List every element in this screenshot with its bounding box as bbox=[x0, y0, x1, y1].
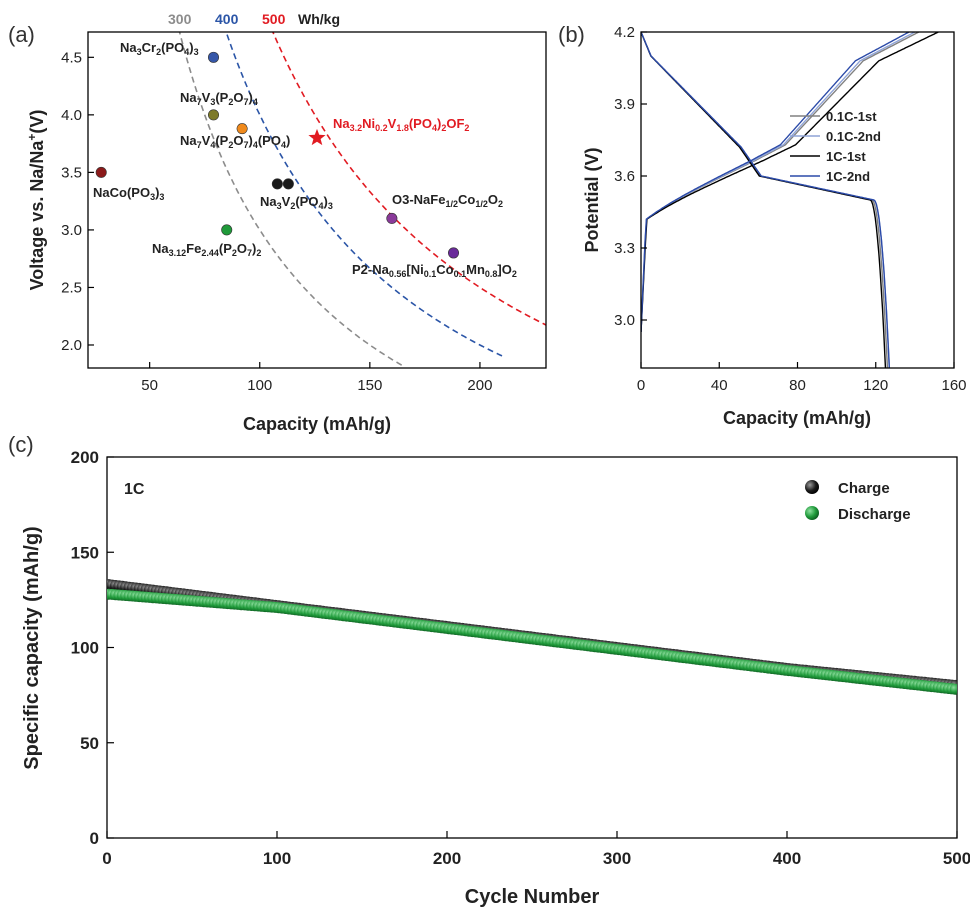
a-point bbox=[221, 224, 233, 236]
panel-b-ylabel: Potential (V) bbox=[582, 147, 602, 252]
panel-a-ticks: 50 100 150 200 2.0 2.5 3.0 3.5 4.0 4.5 bbox=[61, 49, 492, 394]
c-ytick-label: 50 bbox=[80, 734, 99, 753]
label-p2-na-ni-co-mn-o2: P2-Na0.56[Ni0.1Co0.1Mn0.8]O2 bbox=[352, 262, 517, 279]
a-ytick-label: 2.0 bbox=[61, 337, 82, 354]
a-point bbox=[236, 123, 248, 135]
panel-c-points bbox=[107, 579, 957, 695]
c-xtick-label: 200 bbox=[433, 849, 461, 868]
panel-c-legend: Charge Discharge bbox=[805, 480, 911, 523]
a-point bbox=[208, 51, 220, 63]
a-xtick-label: 200 bbox=[467, 377, 492, 394]
label-na3cr2po43: Na3Cr2(PO4)3 bbox=[120, 40, 199, 57]
c-legend-label: Discharge bbox=[838, 506, 911, 523]
label-target-compound: Na3.2Ni0.2V1.8(PO4)2OF2 bbox=[333, 116, 469, 133]
a-ytick-label: 3.5 bbox=[61, 164, 82, 181]
panel-a-ylabel: Voltage vs. Na/Na+(V) bbox=[25, 110, 47, 291]
curve-400-wh-kg bbox=[225, 32, 503, 357]
a-ytick-label: 2.5 bbox=[61, 279, 82, 296]
b-charge-curve bbox=[641, 32, 916, 333]
label-nacopo33: NaCo(PO3)3 bbox=[93, 185, 164, 202]
b-charge-curve bbox=[641, 32, 910, 333]
b-xtick-label: 80 bbox=[789, 377, 806, 394]
c-xtick-label: 0 bbox=[102, 849, 111, 868]
panel-b-ticks: 0 40 80 120 160 3.0 3.3 3.6 3.9 4.2 bbox=[614, 24, 966, 394]
curve-300-wh-kg bbox=[178, 32, 404, 367]
b-legend-label: 1C-1st bbox=[826, 149, 866, 164]
a-point bbox=[448, 247, 460, 259]
label-na7v3p2o74: Na7V3(P2O7)4 bbox=[180, 90, 258, 107]
c-xtick-label: 100 bbox=[263, 849, 291, 868]
panel-c-frame bbox=[106, 456, 958, 839]
panel-a-xlabel: Capacity (mAh/g) bbox=[243, 414, 391, 434]
c-legend-marker bbox=[805, 480, 819, 494]
energy-label-400: 400 bbox=[215, 11, 239, 27]
panel-a-energy-curves bbox=[178, 32, 546, 367]
a-point bbox=[386, 212, 398, 224]
b-ytick-label: 3.6 bbox=[614, 168, 635, 185]
label-na312fe244p2o72: Na3.12Fe2.44(P2O7)2 bbox=[152, 241, 261, 258]
panel-c-annotation: 1C bbox=[124, 481, 145, 498]
a-ytick-label: 4.0 bbox=[61, 107, 82, 124]
c-xtick-label: 300 bbox=[603, 849, 631, 868]
label-o3-nafe-co-o2: O3-NaFe1/2Co1/2O2 bbox=[392, 192, 503, 209]
label-na3v2po43: Na3V2(PO4)3 bbox=[260, 194, 333, 211]
b-xtick-label: 160 bbox=[941, 377, 966, 394]
c-legend-label: Charge bbox=[838, 480, 890, 497]
c-discharge-point bbox=[949, 683, 957, 695]
c-ytick-label: 0 bbox=[90, 829, 99, 848]
a-point bbox=[208, 109, 220, 121]
panel-c: (c) 0 100 200 300 400 500 0 50 100 150 200 1C Char… bbox=[8, 432, 970, 908]
b-xtick-label: 40 bbox=[711, 377, 728, 394]
b-ytick-label: 3.0 bbox=[614, 312, 635, 329]
panel-b-xlabel: Capacity (mAh/g) bbox=[723, 408, 871, 428]
panel-c-ticks: 0 100 200 300 400 500 0 50 100 150 200 bbox=[71, 448, 970, 868]
panel-a-points bbox=[95, 51, 460, 259]
b-charge-curve bbox=[641, 32, 939, 333]
a-ytick-label: 3.0 bbox=[61, 222, 82, 239]
panel-b-curves bbox=[641, 32, 939, 368]
panel-c-label: (c) bbox=[8, 432, 34, 457]
c-xtick-label: 500 bbox=[943, 849, 970, 868]
a-point bbox=[282, 178, 294, 190]
b-ytick-label: 3.9 bbox=[614, 96, 635, 113]
a-point bbox=[271, 178, 283, 190]
b-charge-curve bbox=[641, 32, 920, 333]
b-discharge-curve bbox=[641, 32, 889, 368]
a-xtick-label: 150 bbox=[357, 377, 382, 394]
panel-b-frame bbox=[640, 31, 955, 369]
a-point-star bbox=[308, 128, 326, 146]
c-ytick-label: 150 bbox=[71, 543, 99, 562]
energy-label-500: 500 bbox=[262, 11, 286, 27]
c-ytick-label: 200 bbox=[71, 448, 99, 467]
b-ytick-label: 4.2 bbox=[614, 24, 635, 41]
panel-a-label: (a) bbox=[8, 22, 35, 47]
a-xtick-label: 50 bbox=[141, 377, 158, 394]
panel-c-xlabel: Cycle Number bbox=[465, 886, 600, 908]
curve-500-wh-kg bbox=[271, 32, 546, 326]
a-xtick-label: 100 bbox=[247, 377, 272, 394]
b-ytick-label: 3.3 bbox=[614, 240, 635, 257]
b-discharge-curve bbox=[641, 32, 891, 368]
panel-b-label: (b) bbox=[558, 22, 585, 47]
energy-label-300: 300 bbox=[168, 11, 192, 27]
b-legend-label: 0.1C-1st bbox=[826, 109, 877, 124]
c-xtick-label: 400 bbox=[773, 849, 801, 868]
b-xtick-label: 0 bbox=[637, 377, 645, 394]
label-na7v4p2o74po4: Na7V4(P2O7)4(PO4) bbox=[180, 133, 290, 150]
c-legend-marker bbox=[805, 506, 819, 520]
energy-unit-label: Wh/kg bbox=[298, 11, 340, 27]
panel-a-frame bbox=[87, 31, 547, 369]
panel-c-ylabel: Specific capacity (mAh/g) bbox=[21, 526, 43, 769]
b-legend-label: 1C-2nd bbox=[826, 169, 870, 184]
panel-a: (a) 50 100 150 200 2.0 2.5 3.0 3.5 4.0 4.5 300 40… bbox=[8, 11, 547, 434]
c-ytick-label: 100 bbox=[71, 639, 99, 658]
a-ytick-label: 4.5 bbox=[61, 49, 82, 66]
b-legend-label: 0.1C-2nd bbox=[826, 129, 881, 144]
b-discharge-curve bbox=[641, 32, 891, 368]
panel-b-legend: 0.1C-1st 0.1C-2nd 1C-1st 1C-2nd bbox=[790, 109, 881, 184]
b-xtick-label: 120 bbox=[863, 377, 888, 394]
a-point bbox=[95, 166, 107, 178]
